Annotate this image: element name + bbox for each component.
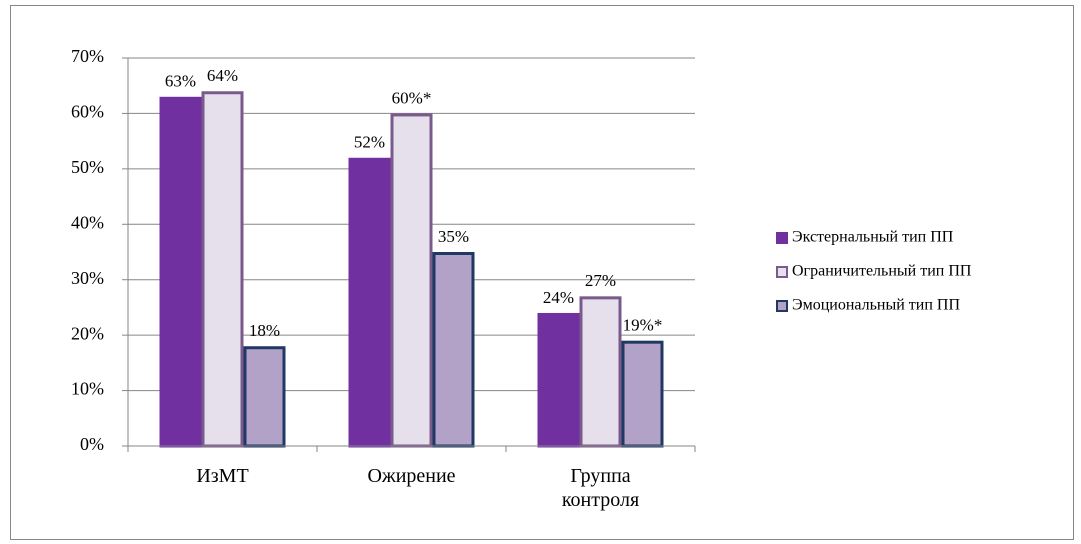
- x-tick-label: Группа контроля: [561, 465, 640, 511]
- bar: [579, 296, 622, 448]
- data-label: 52%: [354, 133, 385, 152]
- legend-swatch: [776, 232, 788, 244]
- y-tick-label: 40%: [71, 212, 104, 232]
- bar: [621, 340, 664, 448]
- bar: [201, 91, 244, 448]
- y-tick-label: 10%: [71, 379, 104, 399]
- data-label: 35%: [438, 227, 469, 246]
- legend-label: Экстернальный тип ПП: [792, 229, 954, 246]
- bar: [348, 157, 391, 448]
- data-label: 27%: [585, 271, 616, 290]
- legend-swatch: [776, 300, 788, 312]
- y-tick-label: 50%: [71, 157, 104, 177]
- y-tick-label: 0%: [80, 434, 104, 454]
- legend-swatch: [776, 266, 788, 278]
- data-label: 64%: [207, 66, 238, 85]
- x-tick-label: ИзМТ: [196, 465, 249, 487]
- y-tick-label: 60%: [71, 102, 104, 122]
- legend-label: Ограничительный тип ПП: [792, 263, 972, 280]
- data-label: 19%*: [623, 316, 663, 335]
- bar: [390, 113, 433, 448]
- data-label: 60%*: [392, 88, 432, 107]
- bar: [537, 312, 580, 448]
- data-label: 24%: [543, 288, 574, 307]
- data-label: 18%: [249, 321, 280, 340]
- y-tick-label: 70%: [71, 46, 104, 66]
- bar: [159, 96, 202, 448]
- legend-label: Эмоциональный тип ПП: [792, 297, 960, 314]
- y-tick-label: 20%: [71, 323, 104, 343]
- bar: [243, 346, 286, 448]
- x-tick-label: Ожирение: [367, 465, 456, 487]
- bar: [432, 252, 475, 448]
- y-tick-label: 30%: [71, 268, 104, 288]
- data-label: 63%: [165, 72, 196, 91]
